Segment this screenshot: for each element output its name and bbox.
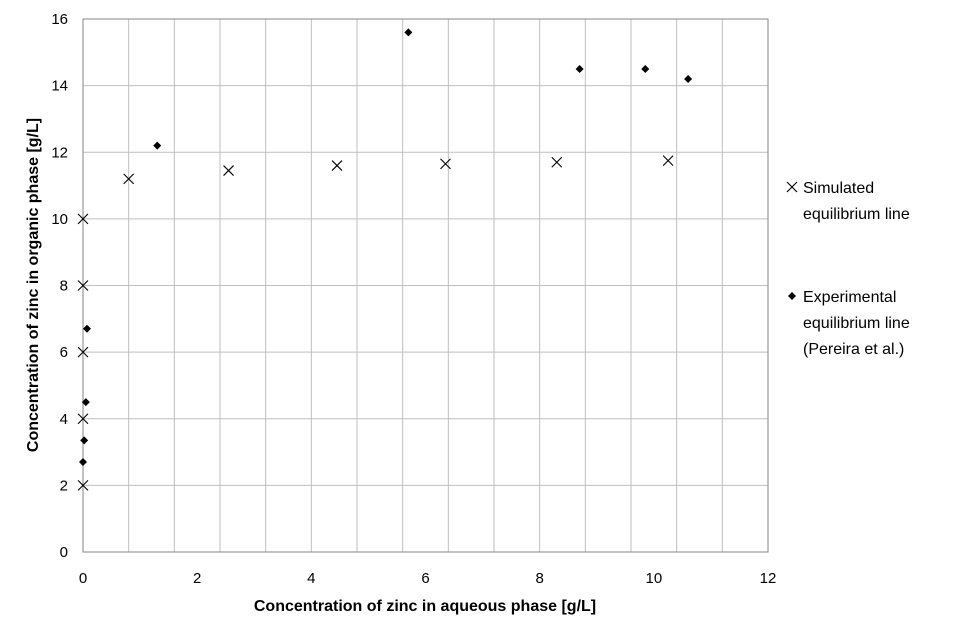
legend-marker (788, 292, 796, 300)
data-point (662, 155, 674, 166)
data-point (684, 74, 693, 83)
y-tick-label: 8 (60, 278, 68, 295)
data-series (77, 28, 693, 491)
data-point (77, 280, 89, 291)
x-tick-label: 6 (421, 570, 429, 587)
legend-label: Simulated (803, 180, 874, 197)
data-point (123, 173, 135, 185)
legend-label: equilibrium line (803, 206, 910, 223)
legend-label: Experimental (803, 289, 896, 306)
x-tick-label: 10 (645, 570, 662, 587)
x-tick-label: 8 (535, 570, 543, 587)
y-axis-title: Concentration of zinc in organic phase [… (25, 118, 42, 452)
grid (83, 19, 768, 552)
y-tick-label: 14 (51, 78, 68, 95)
y-tick-labels: 0 2 4 6 8 10 12 14 16 (51, 11, 68, 561)
legend-entry: Experimental equilibrium line (Pereira et … (788, 289, 910, 358)
data-point (77, 479, 89, 491)
y-tick-label: 10 (51, 211, 68, 228)
legend: Simulated equilibrium line Experimental equ… (786, 180, 910, 358)
y-tick-label: 16 (51, 11, 68, 28)
x-axis-title: Concentration of zinc in aqueous phase [… (254, 598, 596, 615)
data-point (77, 213, 89, 225)
data-point (80, 436, 89, 445)
data-point (79, 458, 87, 467)
series-experimental (79, 28, 693, 467)
y-tick-label: 0 (60, 544, 68, 561)
legend-label: (Pereira et al.) (803, 341, 904, 358)
y-tick-label: 12 (51, 144, 68, 161)
data-point (331, 160, 343, 171)
data-point (81, 398, 90, 407)
legend-marker (786, 181, 798, 193)
legend-entry: Simulated equilibrium line (786, 180, 910, 223)
y-tick-label: 2 (60, 477, 68, 494)
x-tick-label: 0 (79, 570, 87, 587)
data-point (575, 64, 584, 73)
x-tick-label: 4 (307, 570, 315, 587)
data-point (641, 64, 650, 73)
series-simulated (77, 155, 674, 491)
y-tick-label: 4 (60, 411, 68, 428)
legend-label: equilibrium line (803, 315, 910, 332)
data-point (223, 165, 234, 176)
data-point (77, 346, 89, 358)
data-point (153, 141, 162, 150)
data-point (82, 324, 91, 333)
data-point (440, 158, 451, 170)
data-point (77, 413, 89, 425)
x-tick-label: 2 (193, 570, 201, 587)
y-tick-label: 6 (60, 344, 68, 361)
x-tick-labels: 0 2 4 6 8 10 12 (79, 570, 777, 587)
data-point (551, 156, 563, 168)
data-point (404, 28, 413, 37)
x-tick-label: 12 (760, 570, 777, 587)
